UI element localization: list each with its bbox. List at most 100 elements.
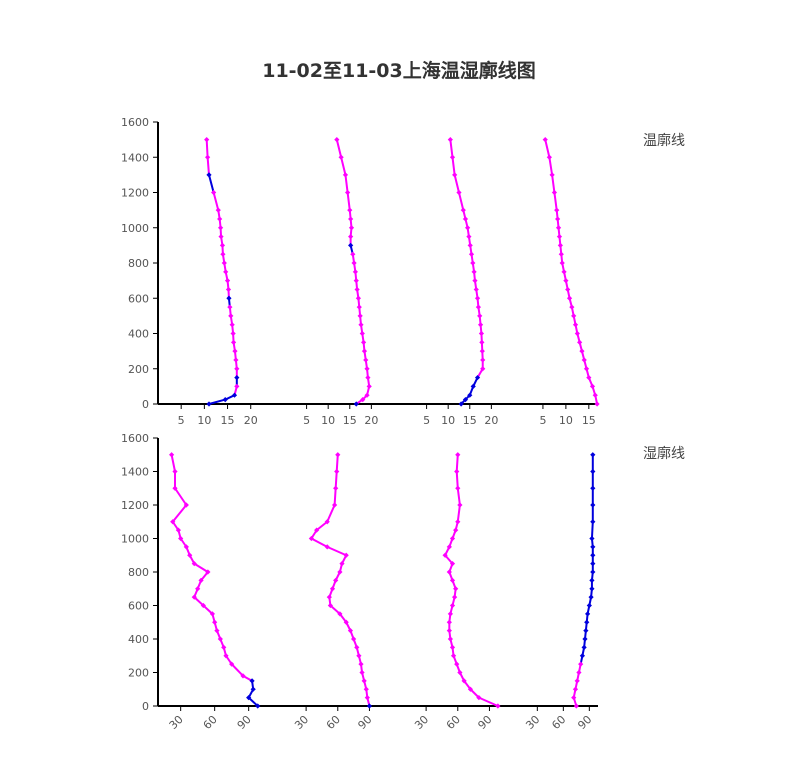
- data-point: [314, 527, 320, 533]
- data-point: [249, 678, 255, 684]
- y-tick-label: 600: [128, 600, 149, 613]
- series-line-temperature-1: [206, 156, 210, 176]
- x-tick-label: 60: [444, 713, 463, 732]
- data-point: [590, 502, 596, 508]
- data-point: [478, 330, 485, 337]
- data-point: [555, 225, 562, 231]
- data-point: [240, 673, 246, 679]
- data-point: [472, 278, 478, 284]
- data-point: [347, 207, 353, 213]
- data-point: [542, 137, 548, 143]
- data-point: [366, 703, 373, 709]
- x-tick-label: 5: [423, 414, 430, 427]
- data-point: [475, 304, 482, 310]
- data-point: [221, 260, 227, 266]
- data-point: [172, 468, 178, 475]
- x-tick-label: 90: [355, 713, 374, 732]
- data-point: [480, 366, 486, 372]
- data-point: [337, 611, 343, 617]
- y-tick-label: 0: [142, 700, 149, 713]
- data-point: [569, 304, 575, 310]
- data-point: [446, 569, 452, 575]
- data-point: [590, 569, 596, 575]
- data-point: [337, 569, 343, 575]
- data-point: [335, 452, 341, 458]
- data-point: [183, 502, 189, 508]
- data-point: [198, 577, 204, 583]
- data-point: [364, 392, 370, 398]
- x-tick-label: 15: [221, 414, 235, 427]
- x-tick-label: 10: [321, 414, 335, 427]
- data-point: [457, 669, 463, 676]
- x-tick-label: 15: [582, 414, 596, 427]
- data-point: [231, 392, 238, 398]
- data-point: [359, 669, 365, 676]
- data-point: [450, 653, 457, 659]
- data-point: [360, 396, 366, 403]
- series-line-humidity-1: [171, 504, 188, 523]
- data-point: [474, 295, 481, 301]
- data-point: [470, 383, 476, 389]
- data-point: [546, 154, 552, 160]
- series-line-temperature-1: [205, 138, 209, 159]
- series-line-humidity-1: [193, 562, 209, 573]
- series-line-humidity-3: [455, 470, 459, 490]
- data-point: [234, 374, 240, 381]
- data-point: [342, 172, 349, 178]
- series-line-humidity-1: [247, 696, 259, 707]
- data-point: [461, 678, 467, 684]
- data-point: [217, 216, 223, 222]
- data-point: [449, 561, 456, 567]
- x-tick-label: 30: [412, 713, 431, 732]
- data-point: [590, 485, 596, 491]
- data-point: [583, 628, 589, 634]
- data-point: [183, 544, 189, 550]
- data-point: [449, 644, 456, 650]
- data-point: [581, 357, 587, 363]
- data-point: [571, 313, 577, 319]
- data-point: [594, 401, 600, 407]
- data-point: [169, 452, 175, 458]
- x-tick-label: 5: [539, 414, 546, 427]
- data-point: [479, 339, 485, 345]
- series-line-temperature-4: [544, 138, 551, 159]
- series-line-humidity-2: [333, 487, 337, 506]
- series-line-humidity-3: [477, 696, 499, 707]
- data-point: [447, 636, 453, 642]
- data-point: [589, 577, 595, 583]
- data-point: [206, 172, 212, 178]
- data-point: [332, 502, 338, 508]
- x-tick-label: 20: [364, 414, 378, 427]
- data-point: [581, 644, 587, 650]
- data-point: [364, 695, 370, 701]
- data-point: [232, 348, 238, 354]
- data-point: [462, 396, 469, 403]
- data-point: [446, 628, 452, 634]
- data-point: [589, 535, 595, 542]
- y-tick-label: 1200: [121, 187, 149, 200]
- data-point: [353, 401, 359, 407]
- data-point: [477, 322, 484, 328]
- data-point: [468, 251, 475, 257]
- data-point: [442, 552, 448, 558]
- data-point: [470, 260, 476, 266]
- data-point: [350, 251, 356, 257]
- data-point: [452, 594, 458, 600]
- data-point: [455, 485, 461, 491]
- data-point: [476, 695, 482, 701]
- data-point: [566, 295, 573, 301]
- data-point: [220, 251, 226, 257]
- data-point: [229, 661, 235, 667]
- data-point: [554, 207, 560, 213]
- data-point: [250, 686, 256, 692]
- x-tick-label: 60: [549, 713, 568, 732]
- data-point: [465, 225, 471, 231]
- data-point: [345, 189, 351, 196]
- series-line-humidity-1: [174, 487, 188, 506]
- series-line-temperature-1: [208, 173, 215, 194]
- data-point: [175, 527, 181, 533]
- y-tick-label: 200: [128, 363, 149, 376]
- data-point: [343, 552, 349, 558]
- data-point: [563, 278, 569, 284]
